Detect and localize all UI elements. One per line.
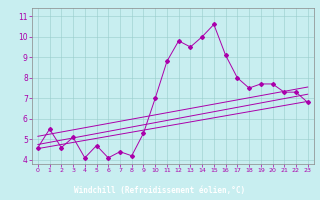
Text: Windchill (Refroidissement éolien,°C): Windchill (Refroidissement éolien,°C): [75, 186, 245, 194]
